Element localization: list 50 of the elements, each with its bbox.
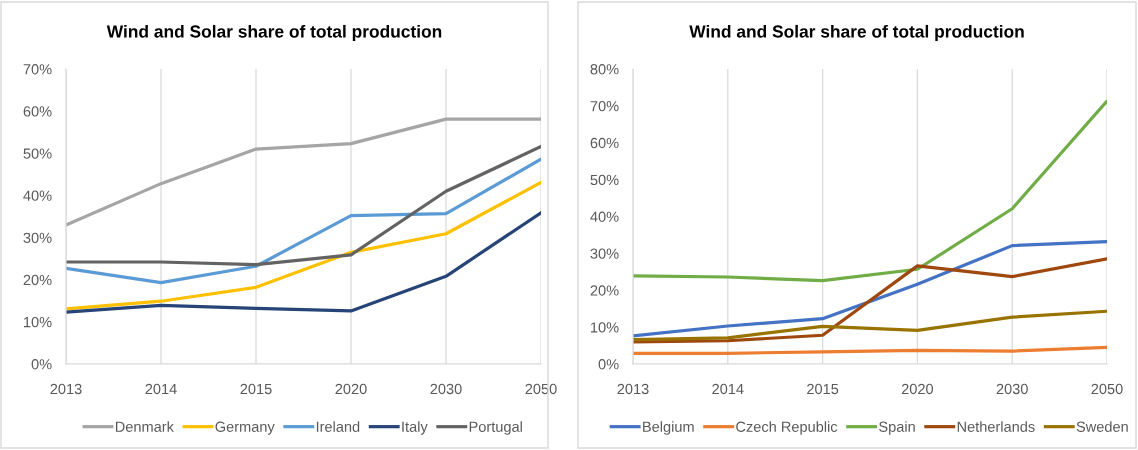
legend-label: Netherlands [957, 421, 1035, 432]
y-tick-label: 40% [23, 190, 52, 201]
y-tick-label: 0% [598, 359, 619, 370]
y-tick-label: 50% [590, 174, 619, 186]
y-tick-label: 40% [590, 211, 619, 222]
x-tick-label: 2020 [335, 383, 367, 395]
x-tick-label: 2030 [430, 383, 462, 395]
x-tick-label: 2015 [240, 383, 272, 395]
legend-label: Germany [215, 421, 275, 435]
y-tick-label: 20% [590, 285, 619, 296]
legend-label: Spain [879, 421, 915, 435]
x-tick-label: 2014 [145, 383, 177, 395]
x-tick-label: 2013 [617, 383, 649, 395]
line-series [66, 211, 541, 314]
y-tick-label: 80% [590, 64, 619, 75]
x-tick-label: 2020 [901, 383, 934, 395]
line-series [633, 309, 1107, 342]
y-tick-label: 60% [590, 137, 619, 149]
y-tick-label: 10% [591, 322, 619, 333]
y-tick-label: 70% [23, 64, 52, 75]
x-tick-label: 2050 [1091, 383, 1123, 395]
line-series [66, 157, 541, 285]
legend-label: Belgium [643, 421, 694, 435]
y-tick-label: 10% [24, 316, 52, 328]
line-series [633, 239, 1107, 338]
x-tick-label: 2013 [50, 383, 82, 395]
y-tick-label: 20% [23, 274, 52, 286]
legend-label: Sweden [1076, 421, 1128, 432]
chart-title: Wind and Solar share of total production [689, 24, 1024, 42]
legend-label: Czech Republic [736, 421, 838, 435]
legend-label: Denmark [115, 421, 174, 432]
legend-label: Italy [402, 421, 428, 435]
y-tick-label: 70% [590, 100, 619, 112]
line-series [66, 144, 541, 267]
x-tick-label: 2030 [996, 383, 1028, 395]
y-tick-label: 0% [31, 359, 52, 370]
x-tick-label: 2015 [807, 383, 839, 395]
y-tick-label: 30% [590, 248, 619, 259]
legend-label: Portugal [469, 421, 522, 435]
line-series [66, 117, 541, 227]
x-tick-label: 2014 [712, 383, 744, 395]
legend-label: Ireland [316, 421, 360, 432]
x-tick-label: 2050 [525, 383, 557, 395]
chart-title: Wind and Solar share of total production [106, 24, 442, 42]
y-tick-label: 50% [23, 148, 52, 159]
line-series [633, 99, 1107, 283]
y-tick-label: 60% [23, 106, 52, 117]
line-series [633, 257, 1107, 344]
line-series [66, 180, 541, 311]
y-tick-label: 30% [23, 232, 52, 243]
